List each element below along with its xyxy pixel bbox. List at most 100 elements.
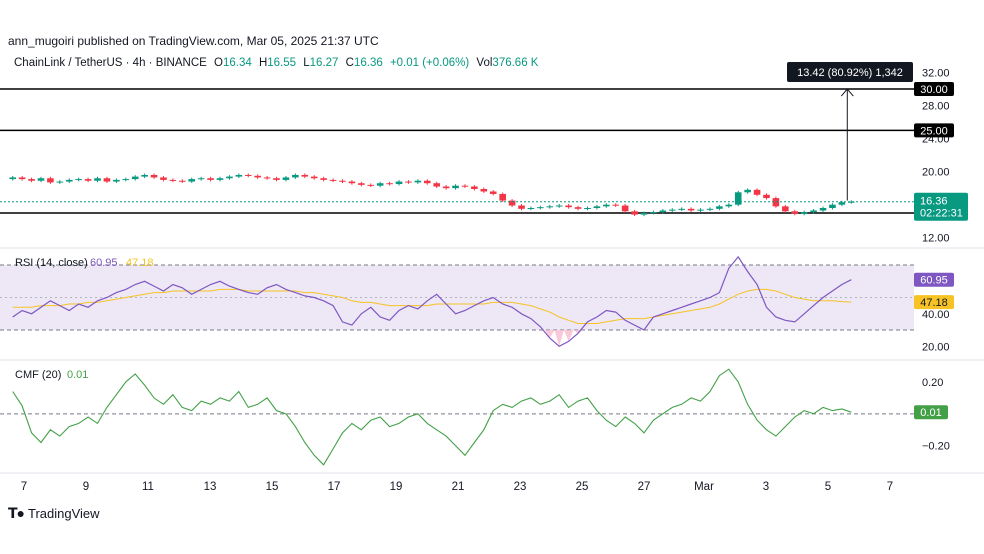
candle xyxy=(546,206,554,208)
candle xyxy=(141,174,148,177)
candle xyxy=(367,184,375,186)
time-axis-label: 5 xyxy=(825,481,831,493)
price-pane: 13.42 (80.92%) 1,342 32.0028.0024.0020.0… xyxy=(0,62,968,245)
price-tick-label: 32.00 xyxy=(922,68,950,80)
candle xyxy=(819,208,827,211)
time-axis-label: 27 xyxy=(638,481,651,493)
candle xyxy=(160,177,167,180)
rsi-ma-badge xyxy=(914,295,954,310)
low-label: L xyxy=(303,57,310,69)
rsi-value-badge-label: 60.95 xyxy=(920,275,948,287)
rsi-ma-line xyxy=(12,288,852,324)
candle xyxy=(810,210,817,213)
candle xyxy=(423,180,431,184)
symbol-name: ChainLink / TetherUS · 4h · BINANCE xyxy=(14,57,207,69)
time-axis-label: 13 xyxy=(204,481,217,493)
time-axis-label: 9 xyxy=(83,481,89,493)
candle xyxy=(829,204,836,208)
candle xyxy=(461,185,469,187)
cmf-value-badge xyxy=(914,405,948,420)
candle xyxy=(282,177,290,180)
candle xyxy=(65,179,73,182)
candle xyxy=(800,212,808,214)
candle xyxy=(847,201,855,203)
candle xyxy=(188,179,196,182)
candle xyxy=(442,186,450,189)
candle xyxy=(838,202,846,205)
time-axis-label: 19 xyxy=(390,481,403,493)
candle xyxy=(678,208,685,210)
candle xyxy=(122,179,130,181)
brand-name: TradingView xyxy=(28,506,100,521)
candle xyxy=(716,206,723,209)
candle xyxy=(612,204,620,206)
candle xyxy=(687,208,695,211)
candle xyxy=(508,200,516,206)
candle xyxy=(339,180,346,182)
countdown-label: 02:22:31 xyxy=(920,208,963,220)
candle xyxy=(584,208,591,209)
measure-label: 13.42 (80.92%) 1,342 xyxy=(797,67,903,79)
cmf-axis-badges: 0.01 xyxy=(914,405,948,420)
candle xyxy=(28,179,35,181)
candle xyxy=(56,181,64,183)
candle xyxy=(226,176,233,179)
level-badge xyxy=(914,123,954,138)
cmf-pane: CMF (20) 0.01 0.20 −0.20 0.01 xyxy=(0,368,950,466)
candle xyxy=(782,206,789,212)
candle xyxy=(113,179,120,182)
price-tick-label: 28.00 xyxy=(922,101,950,113)
candle xyxy=(207,178,214,180)
open-label: O xyxy=(214,57,223,69)
candle xyxy=(537,207,544,209)
candle xyxy=(150,174,158,178)
close-label: C xyxy=(345,57,354,69)
candle xyxy=(292,174,299,178)
volume-value: 376.66 K xyxy=(492,57,539,69)
rsi-pane: RSI (14, close) 60.95 47.18 40.00 20.00 6… xyxy=(0,255,954,354)
candle xyxy=(555,205,563,207)
candle xyxy=(650,212,657,214)
cmf-tick-label: −0.20 xyxy=(922,441,950,453)
low-value: 16.27 xyxy=(309,57,339,69)
price-candles xyxy=(9,173,855,217)
tradingview-logo-icon: 𝗧● xyxy=(8,505,25,521)
cmf-legend-value: 0.01 xyxy=(67,369,88,381)
candle xyxy=(414,180,422,183)
candle xyxy=(791,211,799,214)
price-levels xyxy=(0,88,914,214)
price-tick-label: 20.00 xyxy=(922,167,950,179)
symbol-legend: ChainLink / TetherUS · 4h · BINANCE O16.… xyxy=(14,57,538,69)
candle xyxy=(527,208,535,209)
rsi-title: RSI (14, close) xyxy=(15,257,88,269)
rsi-axis-badges: 60.95 47.18 xyxy=(914,272,954,310)
rsi-legend-value: 60.95 xyxy=(90,257,118,269)
candle xyxy=(75,179,82,181)
candle xyxy=(659,210,667,213)
candle xyxy=(273,178,280,180)
candle xyxy=(763,194,770,199)
candle xyxy=(395,181,403,185)
time-axis-label: 11 xyxy=(142,481,154,493)
rsi-tick-label: 20.00 xyxy=(922,341,950,353)
candle xyxy=(254,175,261,178)
last-price-badge xyxy=(914,192,968,221)
candle xyxy=(9,177,17,180)
tradingview-brand[interactable]: 𝗧● TradingView xyxy=(8,505,100,522)
volume-label: Vol xyxy=(476,57,493,69)
rsi-legend-ma-value: 47.18 xyxy=(126,257,154,269)
candle xyxy=(320,178,327,180)
candle xyxy=(310,176,318,179)
candle xyxy=(386,183,393,185)
open-value: 16.34 xyxy=(222,57,252,69)
measure-label-box xyxy=(787,62,913,82)
measure-tool[interactable]: 13.42 (80.92%) 1,342 xyxy=(787,62,913,201)
cmf-title: CMF (20) xyxy=(15,369,61,381)
time-axis-label: 23 xyxy=(514,481,527,493)
rsi-axis-ticks: 40.00 20.00 xyxy=(922,309,950,354)
candle xyxy=(37,178,45,181)
rsi-ma-badge-label: 47.18 xyxy=(920,297,948,309)
